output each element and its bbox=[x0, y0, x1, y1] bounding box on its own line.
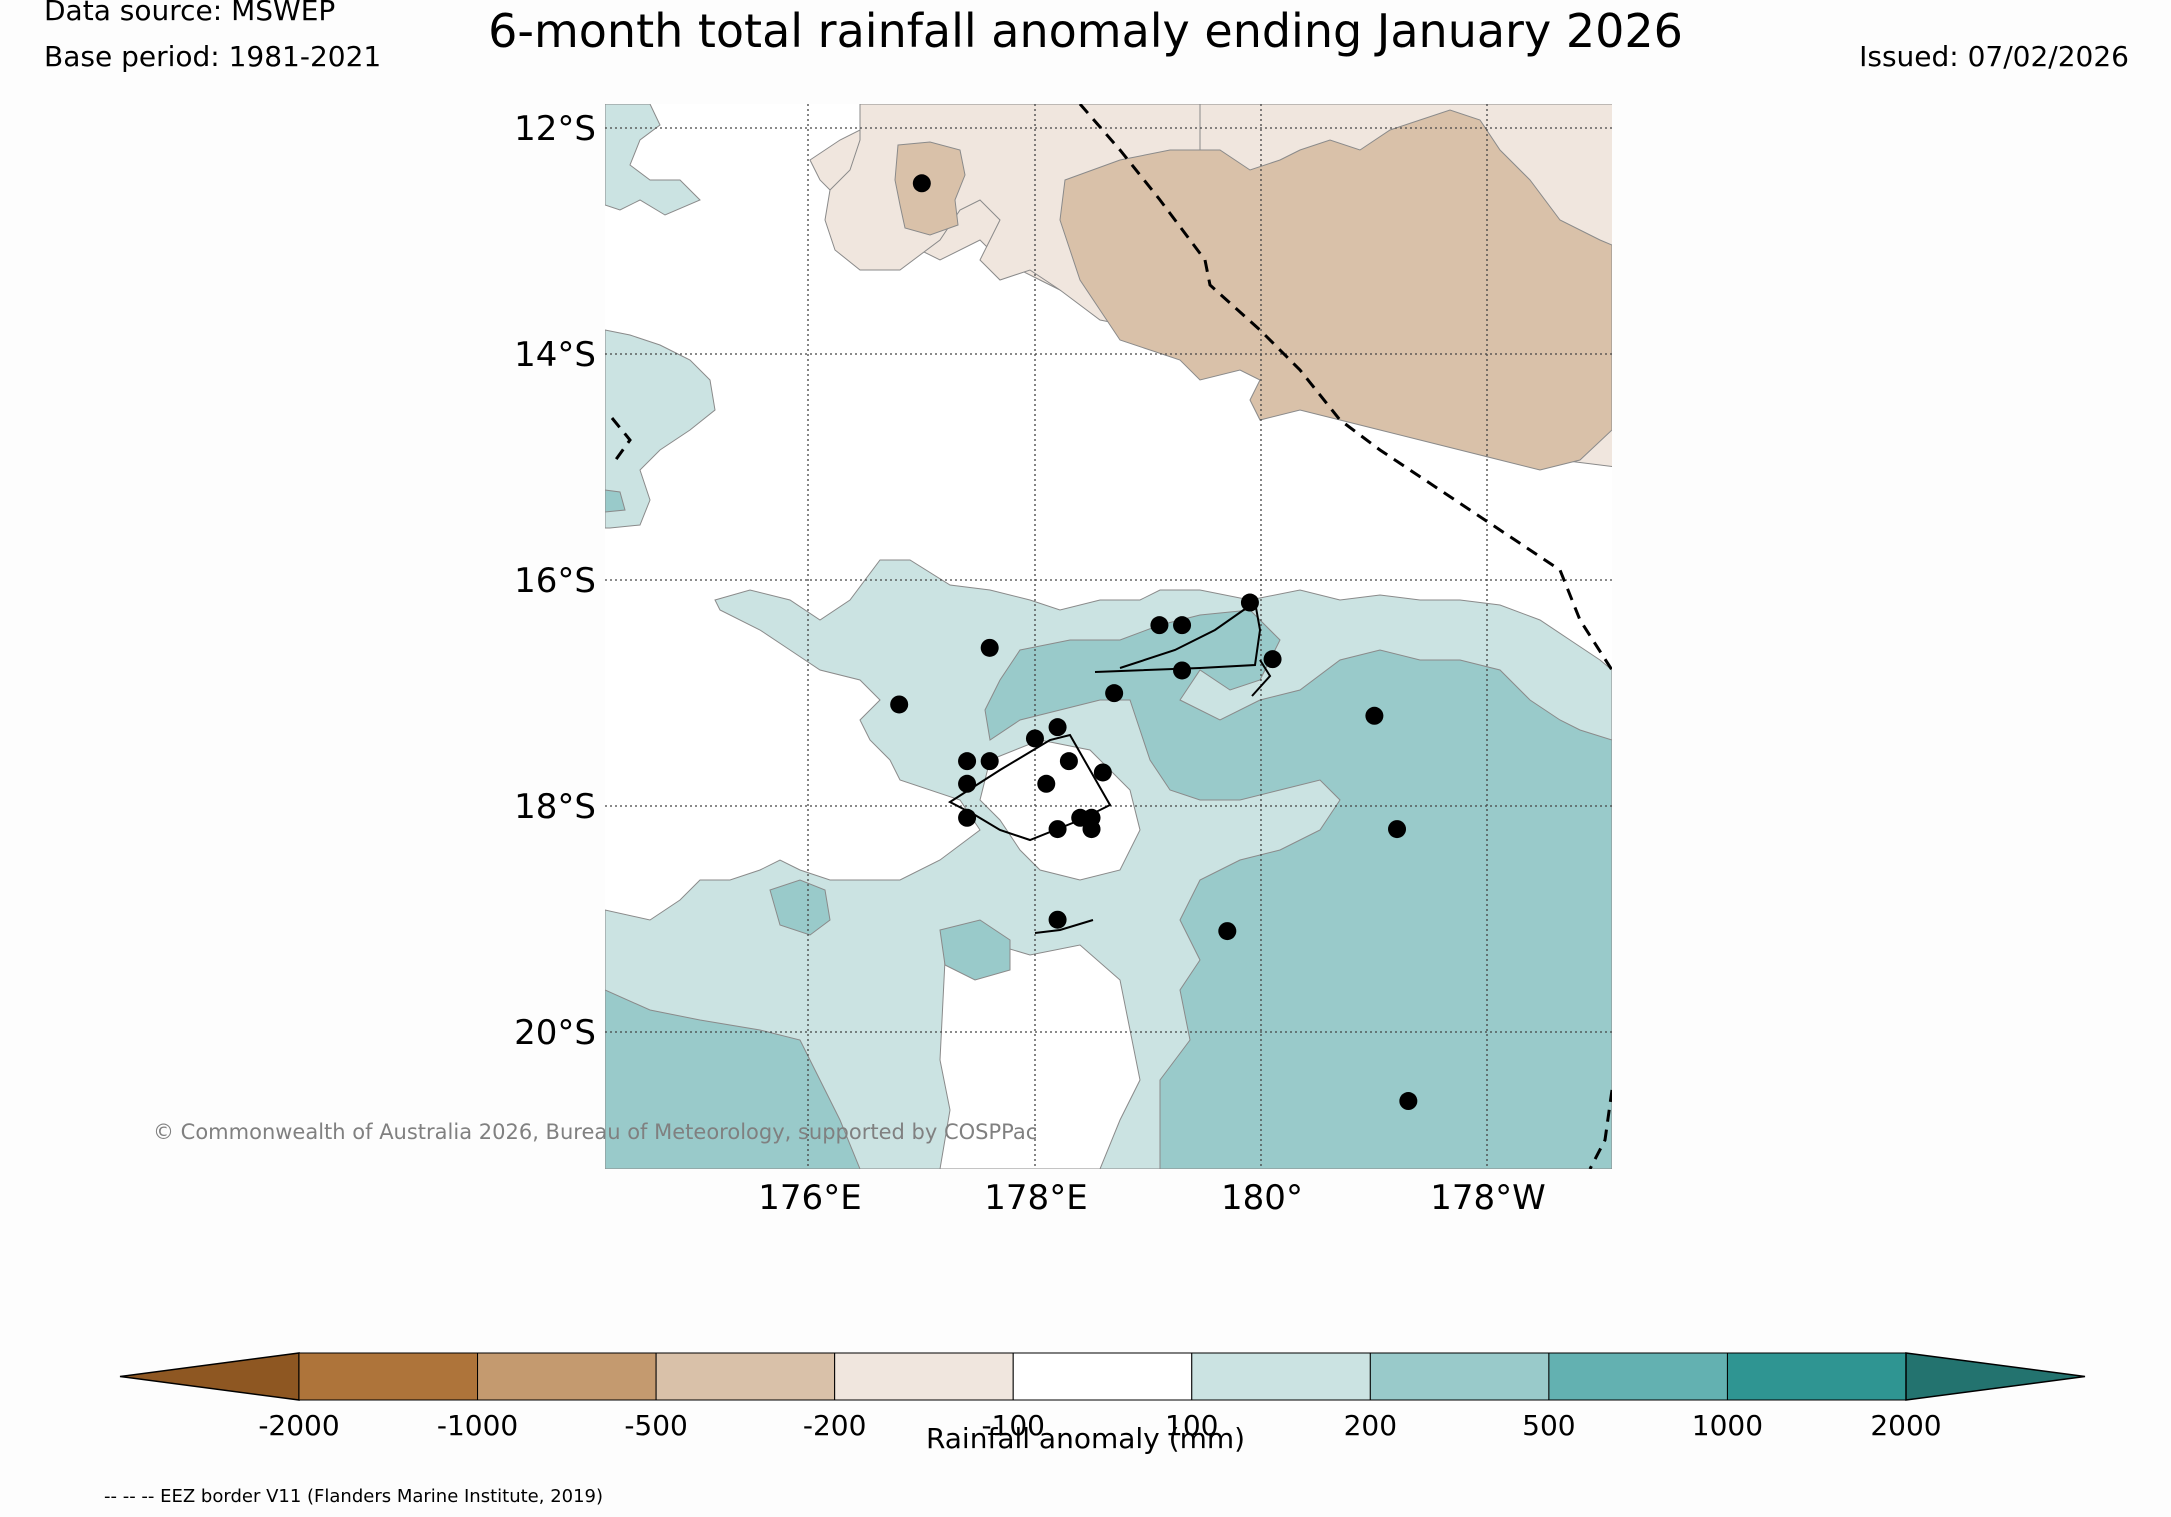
station-marker bbox=[1025, 729, 1044, 748]
colorbar-segment bbox=[1548, 1352, 1728, 1401]
colorbar-segment bbox=[477, 1352, 657, 1401]
lon-label: 178°E bbox=[984, 1178, 1087, 1218]
eez-border-line bbox=[1078, 104, 1612, 671]
colorbar-extend-low bbox=[119, 1352, 300, 1401]
station-marker bbox=[1037, 774, 1056, 793]
lon-label: 176°E bbox=[758, 1178, 861, 1218]
dry-patch bbox=[894, 141, 966, 236]
station-marker bbox=[1048, 820, 1067, 839]
copyright-notice: © Commonwealth of Australia 2026, Bureau… bbox=[153, 1120, 1038, 1144]
issued-date: Issued: 07/02/2026 bbox=[1859, 40, 2129, 73]
colorbar-tick-label: -200 bbox=[803, 1409, 867, 1442]
wet-patch-south bbox=[939, 919, 1011, 981]
colorbar-segment bbox=[298, 1352, 479, 1401]
colorbar-ticks: -2000 -1000 -500 -200 -100 100 200 500 1000 2000 bbox=[258, 1409, 1941, 1442]
latitude-labels: 12°S 14°S 16°S 18°S 20°S bbox=[514, 109, 596, 1053]
wet-patch-southwest bbox=[605, 989, 861, 1169]
neutral-hole-south bbox=[939, 939, 1141, 1169]
colorbar-segment bbox=[1726, 1352, 1907, 1401]
kadavu-outline bbox=[1034, 919, 1094, 934]
station-marker bbox=[1240, 593, 1259, 612]
colorbar-tick-label: 2000 bbox=[1870, 1409, 1941, 1442]
station-marker bbox=[1388, 820, 1407, 839]
station-marker bbox=[1048, 910, 1067, 929]
colorbar-label: Rainfall anomaly (mm) bbox=[925, 1422, 1246, 1455]
colorbar-segment bbox=[1369, 1352, 1550, 1401]
eez-border-southeast bbox=[1588, 1089, 1612, 1169]
data-source: Data source: MSWEP bbox=[44, 0, 336, 27]
eez-legend-note: -- -- -- EEZ border V11 (Flanders Marine… bbox=[104, 1486, 604, 1507]
wet-region-west bbox=[605, 329, 716, 529]
station-marker bbox=[1173, 616, 1192, 635]
station-marker bbox=[980, 752, 999, 771]
colorbar-segment bbox=[1012, 1352, 1193, 1401]
lon-label: 178°W bbox=[1430, 1178, 1546, 1218]
colorbar-tick-label: -2000 bbox=[258, 1409, 339, 1442]
lon-label: 180° bbox=[1221, 1178, 1303, 1218]
eez-border bbox=[610, 104, 1612, 1169]
station-marker bbox=[980, 638, 999, 657]
lat-label: 18°S bbox=[514, 787, 596, 827]
station-marker bbox=[958, 774, 977, 793]
colorbar-extend-high bbox=[1905, 1352, 2086, 1401]
map-title: 6-month total rainfall anomaly ending Ja… bbox=[488, 4, 1683, 58]
station-marker bbox=[1093, 763, 1112, 782]
station-marker bbox=[1059, 752, 1078, 771]
station-markers bbox=[890, 174, 1418, 1111]
colorbar-segment bbox=[1191, 1352, 1371, 1401]
station-marker bbox=[1150, 616, 1169, 635]
wet-patch-northwest bbox=[605, 489, 626, 513]
station-marker bbox=[1399, 1092, 1418, 1111]
lat-label: 20°S bbox=[514, 1013, 596, 1053]
colorbar-tick-label: -100 bbox=[981, 1409, 1045, 1442]
colorbar-tick-label: -1000 bbox=[437, 1409, 518, 1442]
longitude-labels: 176°E 178°E 180° 178°W bbox=[758, 1178, 1545, 1218]
colorbar-tick-label: 1000 bbox=[1692, 1409, 1763, 1442]
lat-label: 16°S bbox=[514, 561, 596, 601]
lat-label: 12°S bbox=[514, 109, 596, 149]
station-marker bbox=[1048, 718, 1067, 737]
colorbar-tick-label: 100 bbox=[1165, 1409, 1218, 1442]
station-marker bbox=[1218, 922, 1237, 941]
station-marker bbox=[1365, 706, 1384, 725]
colorbar-segment bbox=[834, 1352, 1014, 1401]
wet-region-moderate bbox=[984, 609, 1612, 1169]
station-marker bbox=[1173, 661, 1192, 680]
station-marker bbox=[1105, 684, 1124, 703]
colorbar-tick-label: -500 bbox=[624, 1409, 688, 1442]
colorbar bbox=[119, 1352, 2086, 1401]
station-marker bbox=[1263, 650, 1282, 669]
wet-region-northwest bbox=[605, 104, 701, 216]
colorbar-tick-label: 500 bbox=[1522, 1409, 1575, 1442]
station-marker bbox=[1082, 820, 1101, 839]
vanua-levu-outline bbox=[1094, 600, 1262, 673]
lat-label: 14°S bbox=[514, 335, 596, 375]
station-marker bbox=[912, 174, 931, 193]
station-marker bbox=[890, 695, 909, 714]
eez-border-west bbox=[610, 417, 632, 466]
dry-region-moderate bbox=[1059, 109, 1612, 471]
rainfall-field bbox=[605, 104, 1612, 1169]
wet-patch-west bbox=[769, 879, 831, 936]
base-period: Base period: 1981-2021 bbox=[44, 40, 382, 73]
taveuni-outline bbox=[1251, 659, 1272, 697]
station-marker bbox=[958, 808, 977, 827]
colorbar-tick-label: 200 bbox=[1344, 1409, 1397, 1442]
station-marker bbox=[958, 752, 977, 771]
colorbar-segment bbox=[655, 1352, 836, 1401]
